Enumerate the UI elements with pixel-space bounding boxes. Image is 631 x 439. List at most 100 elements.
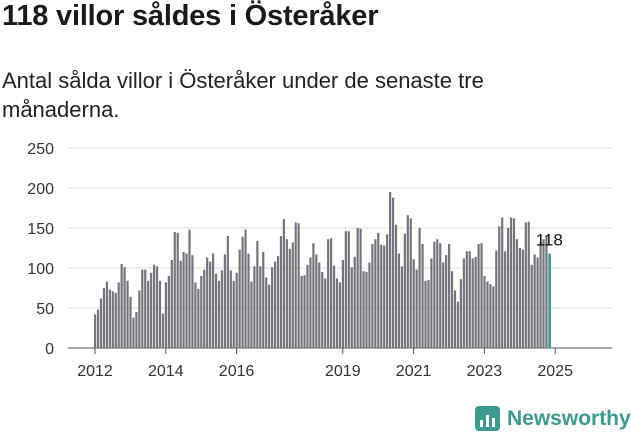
bar bbox=[533, 254, 536, 348]
bar bbox=[223, 254, 226, 348]
bar bbox=[99, 298, 103, 348]
logo-text: Newsworthy bbox=[507, 406, 631, 430]
newsworthy-logo[interactable]: Newsworthy bbox=[475, 406, 631, 431]
bar bbox=[465, 251, 468, 348]
bar bbox=[415, 269, 418, 348]
bar bbox=[244, 229, 247, 348]
bar bbox=[268, 284, 271, 348]
bar bbox=[321, 272, 324, 348]
bar bbox=[265, 277, 268, 348]
bar bbox=[312, 243, 315, 348]
bar bbox=[306, 264, 309, 348]
bar bbox=[377, 232, 380, 348]
bar bbox=[459, 279, 462, 348]
bar bbox=[353, 256, 356, 348]
bar bbox=[450, 271, 454, 348]
bar bbox=[297, 223, 300, 348]
bar bbox=[501, 217, 504, 348]
bar bbox=[94, 314, 97, 348]
bar bbox=[324, 278, 327, 348]
bar bbox=[507, 228, 510, 348]
bar bbox=[436, 239, 439, 348]
bar bbox=[217, 280, 221, 348]
bar bbox=[123, 267, 126, 348]
bar bbox=[330, 238, 333, 348]
bar bbox=[200, 276, 203, 348]
bar bbox=[498, 226, 501, 348]
bar bbox=[129, 296, 132, 348]
bar bbox=[383, 245, 386, 348]
bar bbox=[495, 250, 498, 348]
bar bbox=[273, 261, 277, 348]
bar bbox=[539, 241, 542, 348]
bar bbox=[247, 253, 250, 348]
bar bbox=[439, 243, 442, 348]
y-tick-label: 200 bbox=[27, 181, 54, 198]
bar bbox=[197, 288, 200, 348]
bar bbox=[300, 276, 303, 348]
bar bbox=[403, 233, 406, 348]
x-tick-label: 2014 bbox=[148, 363, 184, 380]
bar bbox=[492, 286, 495, 348]
x-tick-label: 2012 bbox=[77, 363, 113, 380]
bar bbox=[442, 262, 445, 348]
bar bbox=[371, 244, 374, 348]
bar bbox=[448, 244, 451, 348]
bar bbox=[368, 262, 371, 348]
bar bbox=[521, 249, 524, 348]
bar bbox=[397, 253, 401, 348]
bar bbox=[430, 258, 433, 348]
bar bbox=[229, 270, 232, 348]
bar bbox=[206, 257, 209, 348]
bar bbox=[524, 222, 527, 348]
bar bbox=[250, 281, 253, 348]
bar bbox=[271, 267, 274, 348]
bar bbox=[256, 240, 259, 348]
bar bbox=[394, 224, 398, 348]
bar bbox=[362, 271, 365, 348]
bar bbox=[512, 218, 516, 348]
bar bbox=[474, 256, 477, 348]
bar-latest bbox=[548, 253, 551, 348]
bar bbox=[147, 280, 150, 348]
y-tick-label: 100 bbox=[27, 261, 54, 278]
bar bbox=[185, 253, 188, 348]
bar bbox=[386, 234, 389, 348]
bar bbox=[545, 236, 548, 348]
bar bbox=[226, 236, 229, 348]
bar bbox=[220, 270, 224, 348]
bar bbox=[179, 260, 182, 348]
bar bbox=[315, 254, 318, 348]
bar bbox=[391, 197, 395, 348]
bar bbox=[176, 232, 179, 348]
bar bbox=[232, 280, 235, 348]
bar bbox=[380, 244, 383, 348]
bar bbox=[509, 217, 513, 348]
bar bbox=[318, 262, 321, 348]
bar bbox=[303, 275, 306, 348]
bar bbox=[462, 258, 465, 348]
x-tick-label: 2021 bbox=[396, 363, 432, 380]
bar bbox=[135, 312, 138, 348]
bar bbox=[504, 251, 507, 348]
bar bbox=[132, 317, 135, 348]
bar bbox=[536, 257, 539, 348]
bar bbox=[489, 284, 492, 348]
bar bbox=[285, 239, 288, 348]
bar bbox=[468, 251, 471, 348]
bar bbox=[341, 260, 344, 348]
bar bbox=[294, 222, 297, 348]
bar bbox=[141, 269, 144, 348]
bar bbox=[291, 242, 294, 348]
bar bbox=[477, 244, 480, 348]
bar bbox=[542, 239, 545, 348]
bar bbox=[144, 269, 147, 348]
bar bbox=[209, 261, 212, 348]
bar bbox=[347, 231, 350, 348]
bar bbox=[170, 260, 173, 348]
bar bbox=[108, 289, 111, 348]
bar bbox=[203, 269, 206, 348]
bar bbox=[150, 272, 153, 348]
bar bbox=[241, 236, 244, 348]
bar bbox=[530, 264, 533, 348]
